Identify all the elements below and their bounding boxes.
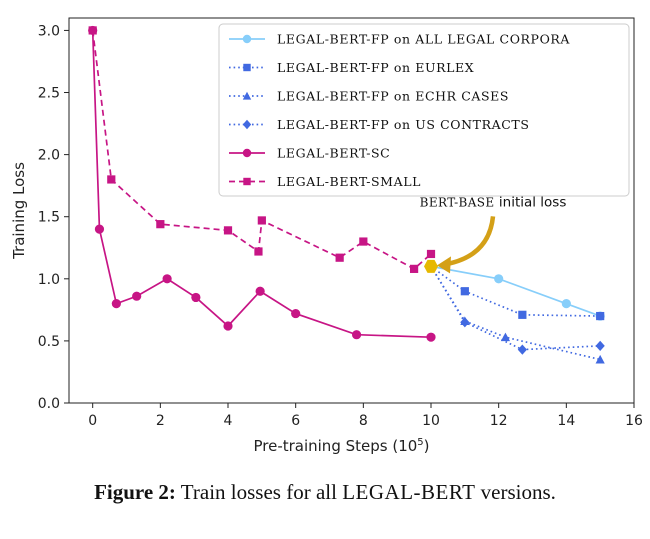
- data-point: [223, 226, 233, 235]
- x-tick-label: 4: [224, 413, 233, 429]
- legend-marker: [242, 148, 252, 158]
- training-loss-chart: 0 2 4 6 8 10 12 14 16 0.0 0.5 1.0 1.5 2.0 2.5 3.0 Pre-tr…: [10, 17, 643, 455]
- legend-box: [218, 23, 630, 197]
- data-point: [561, 299, 571, 309]
- axes: 0 2 4 6 8 10 12 14 16 0.0 0.5 1.0 1.5 2.0 2.5 3.0 Pre-tr…: [10, 23, 643, 455]
- legend-label: LEGAL-BERT-SC: [277, 146, 390, 161]
- x-tick-label: 6: [291, 413, 300, 429]
- x-tick-label: 0: [88, 413, 97, 429]
- annotation: BERT-BASE initial loss: [420, 194, 567, 274]
- data-point: [518, 310, 527, 319]
- data-point: [426, 332, 436, 342]
- data-point: [460, 317, 470, 328]
- data-point: [223, 321, 233, 331]
- data-point: [494, 274, 504, 284]
- legend-marker: [242, 34, 252, 44]
- legend-entry-legal-bert-fp-on-eurlex: LEGAL-BERT-FP on EURLEX: [229, 60, 474, 75]
- data-point: [595, 354, 605, 364]
- legend-marker: [243, 177, 251, 186]
- legend-marker: [242, 119, 252, 130]
- series-line: [430, 265, 601, 351]
- data-point: [257, 216, 266, 225]
- annotation-arrowhead: [437, 256, 452, 274]
- legend: LEGAL-BERT-FP on ALL LEGAL CORPORA LEGAL-…: [218, 23, 630, 197]
- data-point: [88, 26, 97, 35]
- series-legal-bert-small: [88, 26, 436, 273]
- legend-entry-legal-bert-small: LEGAL-BERT-SMALL: [229, 174, 421, 189]
- legend-label: LEGAL-BERT-FP on ECHR CASES: [277, 89, 509, 104]
- series-legal-bert-sc: [88, 25, 436, 342]
- caption-lead: Figure 2:: [94, 480, 176, 504]
- data-point: [460, 287, 469, 296]
- data-point: [335, 253, 344, 262]
- y-tick-label: 1.5: [38, 210, 60, 226]
- data-point: [132, 291, 142, 301]
- annotation-arrow: [444, 216, 496, 267]
- data-point: [107, 175, 116, 184]
- caption-model-name: LEGAL-BERT: [342, 480, 476, 504]
- figure-caption: Figure 2: Train losses for all LEGAL-BER…: [0, 480, 650, 505]
- data-point: [596, 311, 605, 321]
- legend-marker: [243, 63, 251, 72]
- legend-entry-legal-bert-sc: LEGAL-BERT-SC: [229, 146, 390, 161]
- data-point: [254, 247, 263, 256]
- y-tick-label: 0.5: [38, 334, 60, 350]
- legend-label: LEGAL-BERT-SMALL: [277, 174, 421, 189]
- y-tick-label: 0.0: [38, 396, 60, 412]
- legend-label: LEGAL-BERT-FP on US CONTRACTS: [277, 117, 529, 132]
- legend-label: LEGAL-BERT-FP on EURLEX: [277, 60, 474, 75]
- y-tick-label: 2.5: [38, 86, 60, 102]
- y-tick-label: 2.0: [38, 148, 60, 164]
- data-point: [517, 344, 527, 355]
- annotation-label: BERT-BASE initial loss: [420, 194, 567, 210]
- y-axis-label: Training Loss: [10, 162, 28, 260]
- series-line: [430, 265, 601, 317]
- legend-entry-legal-bert-fp-on-us-contracts: LEGAL-BERT-FP on US CONTRACTS: [229, 117, 529, 132]
- legend-entry-legal-bert-fp-on-echr-cases: LEGAL-BERT-FP on ECHR CASES: [229, 89, 509, 104]
- data-point: [291, 308, 301, 319]
- data-point: [426, 249, 436, 259]
- x-axis-label: Pre-training Steps (105): [253, 437, 429, 455]
- x-tick-label: 2: [156, 413, 165, 429]
- data-point: [156, 220, 165, 229]
- series-line: [430, 265, 601, 317]
- data-point: [94, 224, 105, 234]
- data-point: [162, 274, 172, 284]
- data-point: [191, 292, 201, 303]
- x-tick-label: 16: [625, 413, 643, 429]
- series-line: [91, 30, 432, 270]
- x-tick-label: 10: [422, 413, 440, 429]
- y-tick-label: 1.0: [38, 272, 60, 288]
- x-tick-label: 8: [359, 413, 368, 429]
- legend-marker: [242, 91, 252, 100]
- plot-frame: [68, 17, 635, 404]
- data-point: [255, 286, 265, 296]
- series-line: [430, 265, 601, 361]
- data-point: [409, 264, 419, 273]
- legend-entry-legal-bert-fp-on-all-legal-corpora: LEGAL-BERT-FP on ALL LEGAL CORPORA: [229, 32, 570, 47]
- data-point: [111, 299, 121, 309]
- data-point: [351, 330, 362, 340]
- caption-text-before: Train losses for all: [175, 480, 343, 504]
- data-point: [500, 332, 511, 342]
- series-layer: [88, 25, 605, 364]
- y-tick-label: 3.0: [38, 23, 60, 39]
- x-tick-label: 14: [557, 413, 575, 429]
- data-point: [595, 340, 605, 351]
- caption-text-after: versions.: [475, 480, 556, 504]
- initial-loss-point: [424, 259, 439, 273]
- data-point: [359, 237, 368, 246]
- x-tick-label: 12: [490, 413, 508, 429]
- legend-label: LEGAL-BERT-FP on ALL LEGAL CORPORA: [277, 32, 570, 47]
